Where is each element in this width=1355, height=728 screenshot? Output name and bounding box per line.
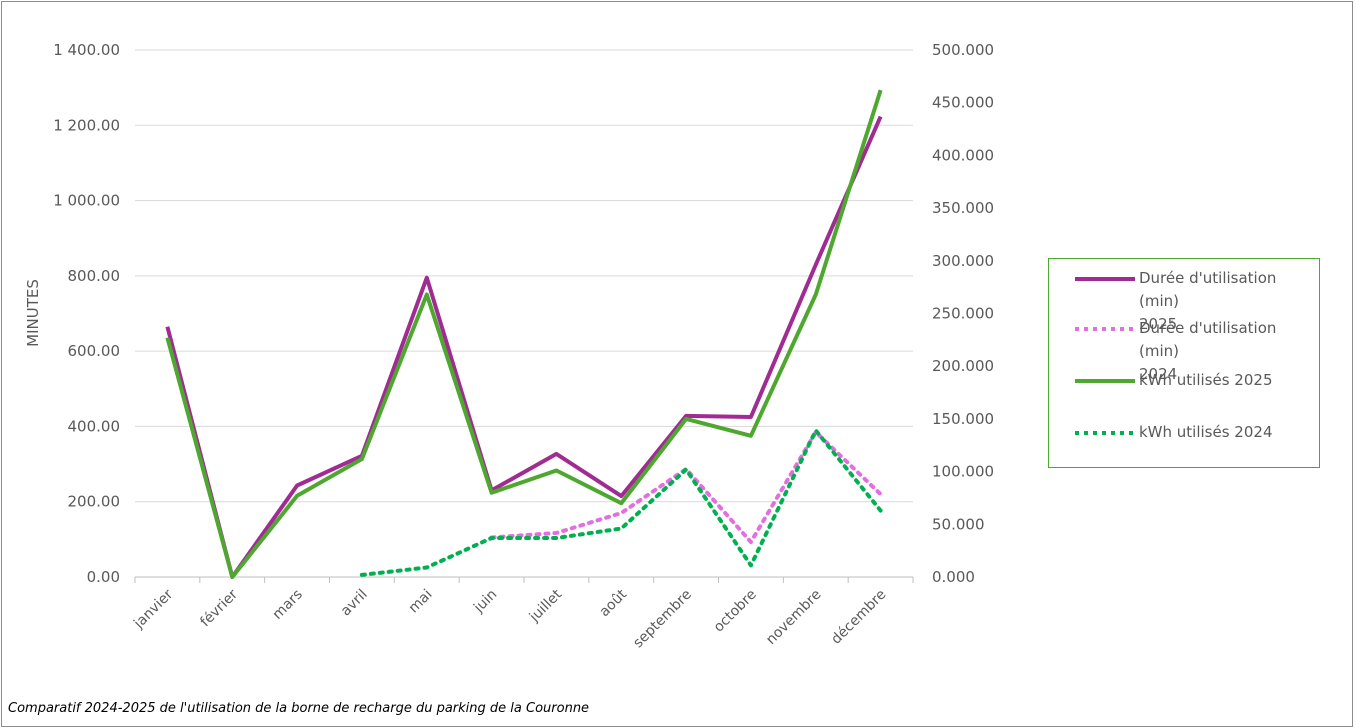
x-tick-label: novembre: [763, 587, 824, 648]
y-axis-right: 0.000 50.000 100.000 150.000 200.000 250.000 3…: [932, 41, 994, 586]
y-axis-left: 0.00 200.00 400.00 600.00 800.00 1 000.00 1 20…: [53, 41, 120, 586]
legend-label: kWh utilisés 2025: [1139, 371, 1273, 389]
y2-tick-label: 50.000: [932, 515, 985, 533]
legend-item-duree-2025: Durée d'utilisation (min) 2025: [1073, 267, 1319, 336]
legend-swatch-solid-purple: [1075, 277, 1135, 281]
series-line-3: [359, 428, 883, 577]
series-line-0: [165, 115, 883, 579]
x-tick-label: juin: [470, 587, 500, 617]
x-tick-label: février: [197, 586, 241, 630]
legend: Durée d'utilisation (min) 2025 Durée d'ut…: [1048, 258, 1320, 468]
legend-label: Durée d'utilisation (min): [1139, 269, 1277, 310]
y-tick-label: 400.00: [68, 417, 121, 435]
y-tick-label: 0.00: [87, 568, 120, 586]
legend-item-kwh-2024: kWh utilisés 2024: [1073, 421, 1319, 444]
x-axis: janvier février mars avril mai juin juillet aoû…: [130, 577, 914, 652]
y2-tick-label: 450.000: [932, 94, 994, 112]
series-line-1: [489, 430, 883, 544]
legend-label: kWh utilisés 2024: [1139, 423, 1273, 441]
x-tick-label: août: [596, 586, 630, 620]
y2-tick-label: 0.000: [932, 568, 975, 586]
x-tick-label: avril: [338, 587, 371, 620]
y2-tick-label: 400.000: [932, 146, 994, 164]
legend-label: Durée d'utilisation (min): [1139, 319, 1277, 360]
series-line-2: [165, 89, 883, 579]
x-tick-label: janvier: [130, 586, 176, 632]
legend-swatch-dotted-pink: [1075, 327, 1135, 331]
legend-label-year: 2024: [1139, 365, 1178, 383]
y-axis-title: MINUTES: [24, 279, 42, 347]
y-tick-label: 1 200.00: [53, 116, 120, 134]
x-tick-label: octobre: [711, 587, 760, 636]
y-tick-label: 800.00: [68, 267, 121, 285]
legend-swatch-dotted-green: [1075, 431, 1135, 435]
legend-label-year: 2025: [1139, 315, 1178, 333]
x-tick-label: juillet: [526, 586, 566, 626]
x-tick-label: septembre: [630, 587, 695, 652]
x-tick-label: mars: [270, 587, 306, 623]
chart-caption: Comparatif 2024-2025 de l'utilisation de…: [8, 701, 590, 716]
y2-tick-label: 200.000: [932, 357, 994, 375]
series-group: [165, 89, 883, 579]
y2-tick-label: 300.000: [932, 252, 994, 270]
y2-tick-label: 100.000: [932, 463, 994, 481]
y2-tick-label: 350.000: [932, 199, 994, 217]
y-tick-label: 600.00: [68, 342, 121, 360]
x-tick-label: décembre: [828, 587, 889, 648]
y2-tick-label: 150.000: [932, 410, 994, 428]
legend-swatch-solid-green: [1075, 379, 1135, 383]
y-tick-label: 1 000.00: [53, 192, 120, 210]
x-tick-label: mai: [406, 587, 436, 617]
y-tick-label: 1 400.00: [53, 41, 120, 59]
y-tick-label: 200.00: [68, 493, 121, 511]
y2-tick-label: 500.000: [932, 41, 994, 59]
legend-item-kwh-2025: kWh utilisés 2025: [1073, 369, 1319, 392]
y2-tick-label: 250.000: [932, 305, 994, 323]
legend-item-duree-2024: Durée d'utilisation (min) 2024: [1073, 317, 1319, 386]
